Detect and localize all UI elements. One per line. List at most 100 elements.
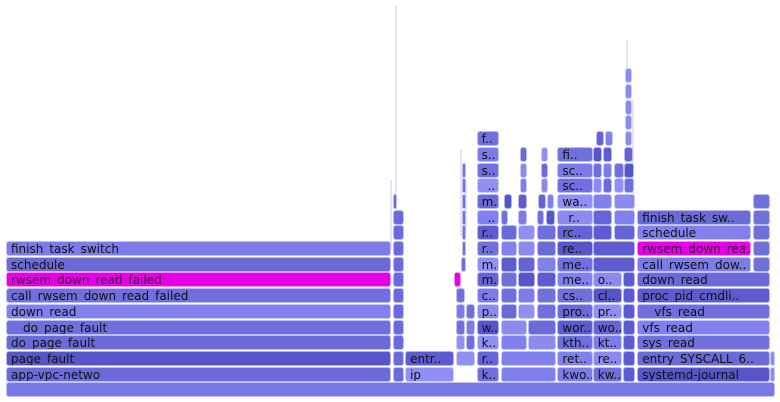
flame-frame[interactable]: _r.. (557, 209, 593, 225)
flame-frame[interactable]: re.. (592, 350, 622, 366)
flame-frame[interactable]: f.. (476, 131, 499, 147)
flame-frame-unlabeled[interactable] (455, 350, 476, 366)
flame-frame-unlabeled[interactable] (625, 84, 632, 100)
flame-frame-unlabeled[interactable] (518, 241, 536, 257)
flame-frame[interactable]: entry_SYSCALL_6.. (637, 350, 771, 366)
flame-frame[interactable]: wa.. (557, 193, 593, 209)
flame-frame-unlabeled[interactable] (518, 225, 536, 241)
flame-frame-unlabeled[interactable] (462, 178, 466, 194)
flame-frame[interactable]: wo.. (592, 319, 622, 335)
flame-frame-unlabeled[interactable] (613, 162, 624, 178)
flame-frame-unlabeled[interactable] (770, 350, 775, 366)
flame-frame-unlabeled[interactable] (752, 241, 771, 257)
flame-frame-unlabeled[interactable] (500, 335, 528, 351)
flame-frame-unlabeled[interactable] (500, 225, 518, 241)
flame-frame[interactable]: call_rwsem_dow.. (637, 256, 752, 272)
flame-frame-unlabeled[interactable] (605, 131, 613, 147)
flame-frame[interactable]: rwsem_down_rea.. (637, 241, 752, 257)
flame-frame[interactable]: call_rwsem_down_read_failed (6, 288, 392, 304)
flame-frame-unlabeled[interactable] (625, 131, 632, 147)
flame-frame-unlabeled[interactable] (536, 256, 556, 272)
flame-frame-unlabeled[interactable] (500, 303, 518, 319)
flame-frame-unlabeled[interactable] (624, 178, 635, 194)
flame-frame-unlabeled[interactable] (462, 193, 466, 209)
flame-frame[interactable]: re.. (557, 241, 593, 257)
flame-frame-unlabeled[interactable] (613, 178, 624, 194)
flame-frame[interactable]: vfs_read (637, 319, 771, 335)
flame-frame-unlabeled[interactable] (500, 272, 518, 288)
flame-frame[interactable]: down_read (6, 303, 392, 319)
flame-frame[interactable]: app-vpc-netwo (6, 366, 392, 382)
flame-frame-unlabeled[interactable] (500, 241, 518, 257)
flame-frame-unlabeled[interactable] (613, 225, 635, 241)
flame-frame[interactable]: _.. (476, 209, 499, 225)
flame-frame[interactable]: kth.. (557, 335, 593, 351)
flame-frame-unlabeled[interactable] (622, 272, 635, 288)
flame-frame[interactable]: __do_page_fault (6, 319, 392, 335)
flame-frame-unlabeled[interactable] (392, 225, 404, 241)
flame-frame-unlabeled[interactable] (455, 303, 466, 319)
flame-frame-unlabeled[interactable] (536, 209, 545, 225)
flame-frame-unlabeled[interactable] (540, 162, 549, 178)
flame-frame[interactable]: sys_read (637, 335, 771, 351)
flame-frame-unlabeled[interactable] (392, 256, 404, 272)
flame-frame-unlabeled[interactable] (622, 350, 635, 366)
flame-frame-unlabeled[interactable] (392, 209, 404, 225)
flame-frame-unlabeled[interactable] (392, 272, 404, 288)
flame-frame-unlabeled[interactable] (392, 241, 404, 257)
flame-frame-unlabeled[interactable] (592, 209, 612, 225)
flame-frame[interactable]: sc.. (557, 178, 593, 194)
flame-frame-unlabeled[interactable] (455, 319, 466, 335)
flame-frame-unlabeled[interactable] (536, 288, 556, 304)
flame-frame-unlabeled[interactable] (625, 99, 632, 115)
flame-frame[interactable]: c.. (476, 288, 499, 304)
flame-frame[interactable]: r.. (476, 241, 499, 257)
flame-frame-unlabeled[interactable] (455, 335, 466, 351)
flame-frame-unlabeled[interactable] (624, 162, 635, 178)
flame-frame[interactable]: rwsem_down_read_failed (6, 272, 392, 288)
flame-frame-unlabeled[interactable] (752, 256, 771, 272)
flame-frame-unlabeled[interactable] (392, 193, 397, 209)
flame-frame[interactable]: __vfs_read (637, 303, 771, 319)
flame-frame-unlabeled[interactable] (536, 272, 556, 288)
flame-frame-unlabeled[interactable] (625, 68, 632, 84)
flame-frame-unlabeled[interactable] (536, 241, 556, 257)
flame-frame-unlabeled[interactable] (538, 193, 546, 209)
flame-frame[interactable]: s.. (476, 146, 499, 162)
flame-frame-unlabeled[interactable] (518, 193, 528, 209)
flame-frame-unlabeled[interactable] (518, 209, 528, 225)
flame-frame-unlabeled[interactable] (624, 146, 634, 162)
flame-frame[interactable]: page_fault (6, 350, 392, 366)
flame-frame-unlabeled[interactable] (592, 225, 612, 241)
flame-frame[interactable]: me.. (557, 256, 593, 272)
flame-frame-unlabeled[interactable] (602, 178, 612, 194)
flame-frame-unlabeled[interactable] (540, 178, 549, 194)
flame-frame-unlabeled[interactable] (462, 162, 466, 178)
flame-frame-unlabeled[interactable] (519, 162, 528, 178)
flame-frame-unlabeled[interactable] (500, 319, 528, 335)
flame-frame[interactable]: k.. (476, 335, 499, 351)
flame-frame[interactable]: r.. (476, 350, 499, 366)
flame-frame[interactable]: cl.. (592, 288, 622, 304)
flame-frame[interactable]: kw.. (592, 366, 622, 382)
flame-frame[interactable]: ret.. (557, 350, 593, 366)
flame-frame[interactable]: _.. (476, 178, 499, 194)
flame-frame-unlabeled[interactable] (540, 146, 549, 162)
flame-frame-unlabeled[interactable] (518, 303, 536, 319)
flame-frame-unlabeled[interactable] (622, 288, 635, 304)
flame-frame-unlabeled[interactable] (462, 209, 466, 225)
flame-frame-unlabeled[interactable] (592, 256, 635, 272)
flame-frame-unlabeled[interactable] (519, 146, 528, 162)
flame-frame-unlabeled[interactable] (595, 131, 605, 147)
flame-frame-unlabeled[interactable] (592, 241, 635, 257)
flame-frame[interactable]: kwo.. (557, 366, 593, 382)
flame-frame-unlabeled[interactable] (6, 382, 775, 398)
flame-frame-unlabeled[interactable] (536, 303, 556, 319)
flame-frame-unlabeled[interactable] (504, 193, 512, 209)
flame-frame-unlabeled[interactable] (528, 319, 556, 335)
flame-frame[interactable]: pro.. (557, 303, 593, 319)
flame-frame-unlabeled[interactable] (465, 303, 476, 319)
flame-frame-unlabeled[interactable] (519, 178, 528, 194)
flame-frame-unlabeled[interactable] (465, 335, 476, 351)
flame-frame[interactable]: finish_task_sw.. (637, 209, 752, 225)
